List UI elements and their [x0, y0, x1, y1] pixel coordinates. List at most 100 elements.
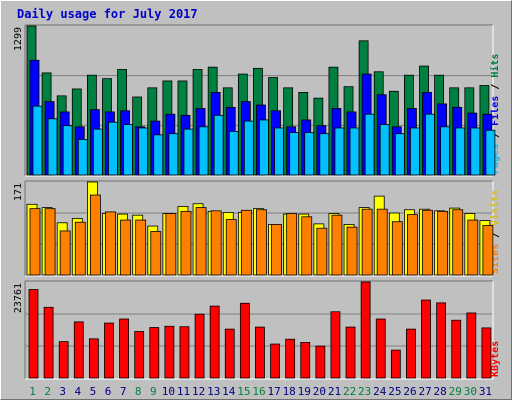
day-label-13: 13: [207, 385, 220, 398]
day-label-21: 21: [328, 385, 341, 398]
bar-sites-day-16: [256, 209, 267, 276]
day-label-7: 7: [120, 385, 127, 398]
bar-pages-day-2: [47, 118, 58, 176]
day-label-10: 10: [162, 385, 175, 398]
bar-sites-day-13: [210, 210, 222, 276]
day-label-16: 16: [252, 385, 265, 398]
day-label-24: 24: [373, 385, 387, 398]
day-label-4: 4: [75, 385, 82, 398]
day-label-1: 1: [29, 385, 36, 398]
day-label-31: 31: [479, 385, 492, 398]
bar-pages-day-10: [168, 133, 179, 176]
bar-sites-day-1: [29, 208, 41, 276]
chart-title: Daily usage for July 2017: [17, 7, 198, 21]
bar-sites-day-20: [316, 227, 328, 276]
bar-kbytes-day-6: [104, 322, 114, 379]
bar-sites-day-3: [59, 230, 71, 276]
bar-pages-day-29: [455, 127, 466, 176]
day-label-14: 14: [222, 385, 236, 398]
day-label-11: 11: [177, 385, 190, 398]
day-label-23: 23: [358, 385, 371, 398]
bar-pages-day-25: [394, 133, 405, 176]
bar-pages-day-7: [123, 124, 133, 176]
bar-kbytes-day-10: [164, 325, 175, 379]
bar-pages-day-23: [364, 113, 375, 176]
day-label-28: 28: [434, 385, 447, 398]
bar-sites-day-24: [376, 208, 388, 276]
bar-sites-day-23: [361, 208, 373, 276]
bar-kbytes-day-17: [270, 343, 280, 379]
bar-pages-day-11: [183, 128, 194, 176]
panel-3-legend: KBytes: [490, 341, 501, 377]
panel-1-max-label: 1299: [13, 27, 24, 51]
bar-sites-day-10: [165, 213, 177, 276]
day-label-25: 25: [388, 385, 401, 398]
bar-pages-day-30: [470, 127, 481, 176]
day-label-8: 8: [135, 385, 142, 398]
bar-pages-day-8: [138, 127, 149, 176]
bar-kbytes-day-1: [28, 289, 39, 379]
bar-kbytes-day-3: [58, 341, 69, 379]
bar-kbytes-day-7: [119, 318, 129, 379]
bar-pages-day-1: [32, 105, 43, 176]
day-label-30: 30: [464, 385, 477, 398]
day-label-20: 20: [313, 385, 326, 398]
day-label-5: 5: [90, 385, 97, 398]
day-label-17: 17: [267, 385, 280, 398]
bar-kbytes-day-30: [466, 312, 477, 379]
bar-kbytes-day-28: [436, 302, 447, 379]
day-label-29: 29: [449, 385, 462, 398]
bar-pages-day-17: [274, 127, 284, 176]
day-label-27: 27: [418, 385, 431, 398]
bar-pages-day-5: [92, 128, 103, 176]
bar-kbytes-day-20: [315, 345, 326, 379]
bar-pages-day-27: [425, 113, 435, 176]
bar-kbytes-day-5: [88, 338, 99, 379]
bar-sites-day-19: [301, 216, 313, 276]
bar-sites-day-2: [44, 208, 56, 276]
bar-sites-day-31: [482, 225, 494, 276]
bar-kbytes-day-21: [330, 311, 341, 379]
bar-pages-day-22: [349, 127, 360, 176]
bar-kbytes-day-9: [149, 327, 160, 379]
day-label-2: 2: [44, 385, 51, 398]
bar-sites-day-28: [437, 210, 449, 276]
bar-sites-day-27: [422, 209, 433, 276]
bar-sites-day-17: [271, 224, 282, 276]
bar-pages-day-4: [77, 139, 88, 176]
day-label-18: 18: [283, 385, 296, 398]
day-label-6: 6: [105, 385, 112, 398]
bar-pages-day-31: [485, 129, 496, 176]
bar-sites-day-26: [407, 214, 418, 276]
day-label-12: 12: [192, 385, 205, 398]
bar-sites-day-12: [195, 207, 207, 276]
bar-kbytes-day-23: [360, 281, 371, 379]
bar-pages-day-19: [304, 132, 315, 176]
day-label-3: 3: [59, 385, 66, 398]
bar-sites-day-25: [391, 221, 403, 276]
bar-kbytes-day-26: [406, 328, 416, 379]
legend-entry-kbytes: KBytes: [490, 341, 501, 377]
day-label-22: 22: [343, 385, 356, 398]
bar-pages-day-14: [228, 131, 239, 176]
bar-sites-day-21: [331, 214, 343, 276]
bar-sites-day-14: [225, 219, 237, 276]
bar-pages-day-13: [213, 114, 224, 176]
legend-entry-hits: Hits: [489, 54, 501, 78]
bar-sites-day-29: [452, 209, 464, 276]
day-label-19: 19: [298, 385, 311, 398]
panel-3-max-label: 23761: [13, 283, 24, 313]
bar-sites-day-9: [150, 231, 162, 276]
bar-kbytes-day-8: [134, 331, 145, 379]
bar-sites-day-30: [467, 219, 479, 276]
bar-kbytes-day-27: [421, 299, 431, 379]
bar-kbytes-day-22: [345, 326, 356, 379]
bar-pages-day-24: [379, 124, 390, 176]
bar-pages-day-16: [259, 119, 269, 176]
legend-separator: /: [490, 78, 501, 96]
bar-sites-day-7: [120, 219, 131, 276]
bar-kbytes-day-13: [209, 305, 220, 379]
bar-sites-day-6: [105, 211, 116, 276]
